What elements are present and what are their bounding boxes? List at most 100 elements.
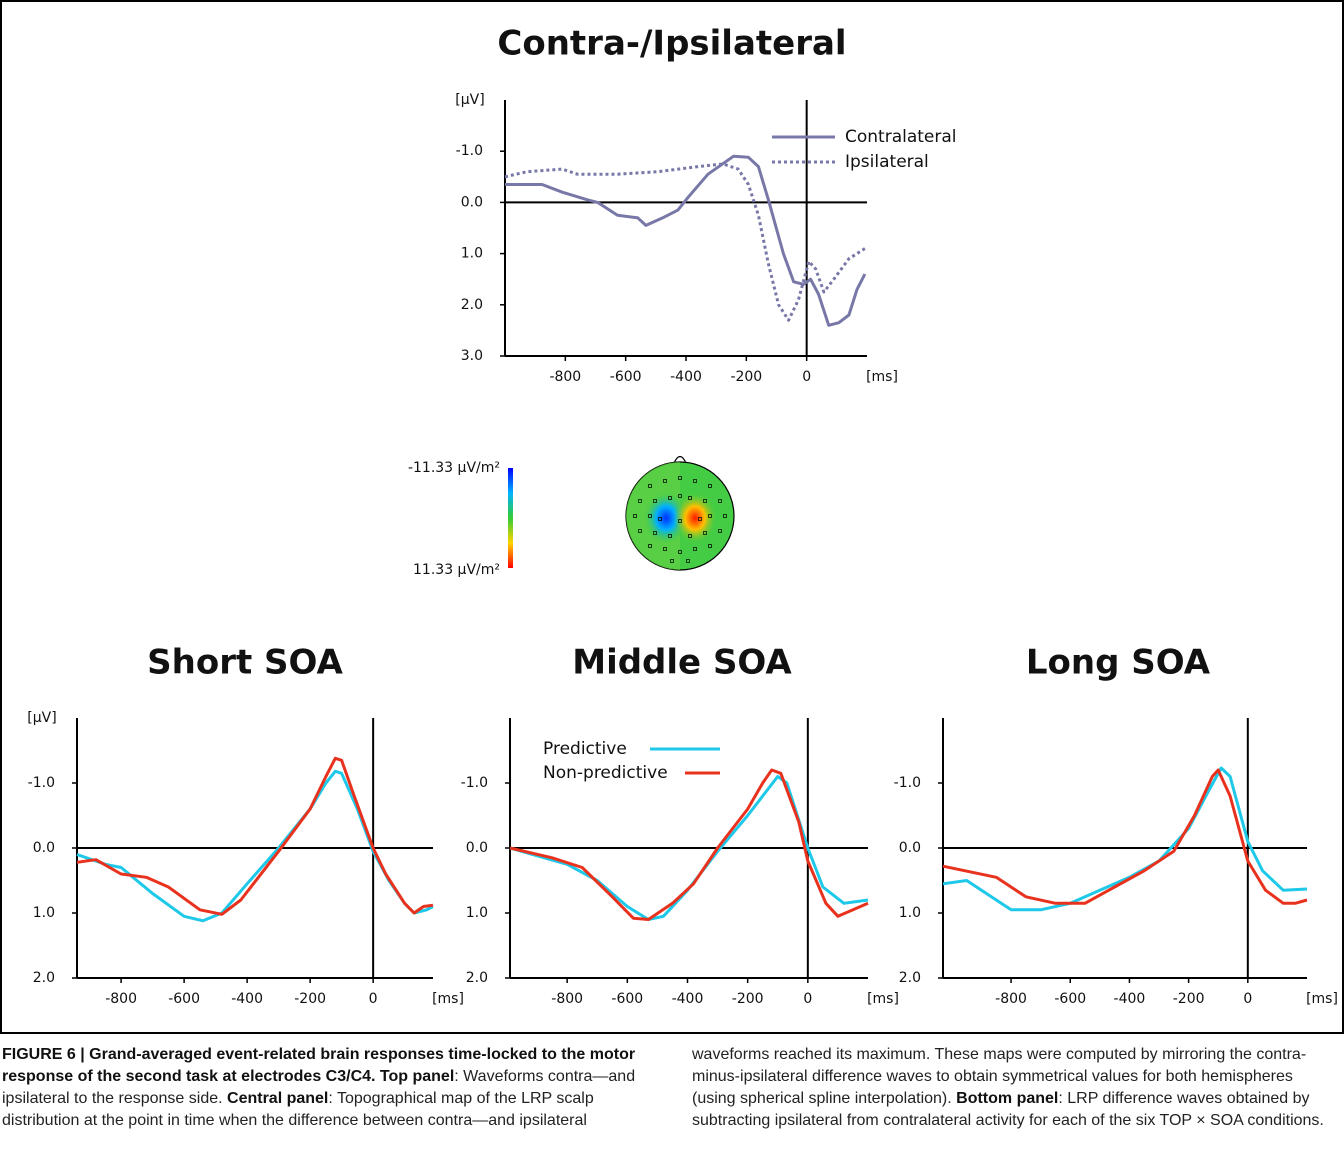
caption-text: : LRP difference waves obtained by subtr… [692,1090,1324,1129]
x-axis-label: [ms] [866,369,898,385]
electrode [670,559,674,563]
x-tick-label: -600 [610,369,642,385]
electrode [718,529,722,533]
series-line [76,769,434,923]
electrode [678,476,682,480]
topomap [625,455,735,571]
y-tick-label: 0.0 [466,840,488,856]
y-tick-label: -1.0 [28,775,55,791]
y-axis-label: [µV] [455,92,484,108]
caption: FIGURE 6 | Grand-averaged event-related … [2,1044,1340,1132]
electrode [723,514,727,518]
x-tick-label: -400 [1114,991,1146,1007]
electrode [638,529,642,533]
y-tick-label: 1.0 [466,905,488,921]
electrode [718,499,722,503]
x-tick-label: -600 [1054,991,1086,1007]
legend-label: Contralateral [845,127,957,147]
series-line [504,162,866,322]
caption-text: : Waveforms contra—and ipsilateral to th… [2,1068,636,1107]
electrode [703,531,707,535]
electrode [633,514,637,518]
x-tick-label: -200 [732,991,764,1007]
x-tick-label: 0 [802,369,811,385]
caption-text: Top panel [379,1068,455,1085]
chart-title: Contra-/Ipsilateral [497,24,846,64]
y-tick-label: 0.0 [33,840,55,856]
series-line [505,154,867,327]
electrode [698,517,702,521]
legend-label: Ipsilateral [845,152,929,172]
x-tick-label: -800 [549,369,581,385]
electrode [678,550,682,554]
colorbar-label: 11.33 µV/m² [413,562,500,578]
x-tick-label: -200 [294,991,326,1007]
series-line [509,768,869,921]
legend-label: Non-predictive [543,763,668,783]
electrode [678,519,682,523]
electrode [708,514,712,518]
x-tick-label: -400 [670,369,702,385]
y-tick-label: 1.0 [899,905,921,921]
electrode [663,479,667,483]
electrode [648,544,652,548]
x-tick-label: -400 [672,991,704,1007]
caption-text: Bottom panel [956,1090,1059,1107]
x-tick-label: 0 [1243,991,1252,1007]
series-line [76,756,434,916]
electrode [703,499,707,503]
electrode [686,559,690,563]
y-tick-label: -1.0 [894,775,921,791]
x-tick-label: -600 [168,991,200,1007]
caption-text: FIGURE 6 | Grand-averaged event-related … [2,1046,636,1085]
y-tick-label: 3.0 [461,348,483,364]
colorbar [508,468,513,568]
electrode [668,534,672,538]
x-tick-label: -800 [105,991,137,1007]
x-tick-label: -200 [1173,991,1205,1007]
y-tick-label: -1.0 [461,775,488,791]
figure: -11.33 µV/m² 11.33 µV/m² Contra-/Ipsilat… [0,0,1344,1034]
x-axis-label: [ms] [867,991,899,1007]
electrode [653,499,657,503]
legend-label: Predictive [543,739,627,759]
electrode [693,479,697,483]
electrode [668,496,672,500]
x-tick-label: 0 [803,991,812,1007]
colorbar-label: -11.33 µV/m² [408,460,500,476]
caption-text: Central panel [227,1090,329,1107]
electrode [688,534,692,538]
y-tick-label: -1.0 [456,143,483,159]
chart-title: Middle SOA [572,643,792,683]
electrode [648,514,652,518]
x-tick-label: -800 [551,991,583,1007]
series-line [509,775,869,921]
figure-frame [0,0,1344,1034]
chart-title: Long SOA [1026,643,1211,683]
y-tick-label: 2.0 [33,970,55,986]
electrode [708,544,712,548]
y-axis-label: [µV] [27,710,56,726]
y-tick-label: 0.0 [461,194,483,210]
y-tick-label: 1.0 [461,246,483,262]
chart-title: Short SOA [147,643,343,683]
electrode [638,499,642,503]
electrode [648,484,652,488]
x-axis-label: [ms] [432,991,464,1007]
electrode [688,496,692,500]
electrode [693,547,697,551]
caption-text: : Topographical map of the LRP scalp dis… [2,1046,1307,1129]
electrode [708,484,712,488]
x-tick-label: -400 [231,991,263,1007]
x-tick-label: -600 [611,991,643,1007]
x-tick-label: 0 [369,991,378,1007]
electrode [658,517,662,521]
series-line [942,766,1308,912]
electrode [653,531,657,535]
electrode [663,547,667,551]
electrode [678,494,682,498]
y-tick-label: 2.0 [461,297,483,313]
y-tick-label: 2.0 [466,970,488,986]
y-tick-label: 0.0 [899,840,921,856]
